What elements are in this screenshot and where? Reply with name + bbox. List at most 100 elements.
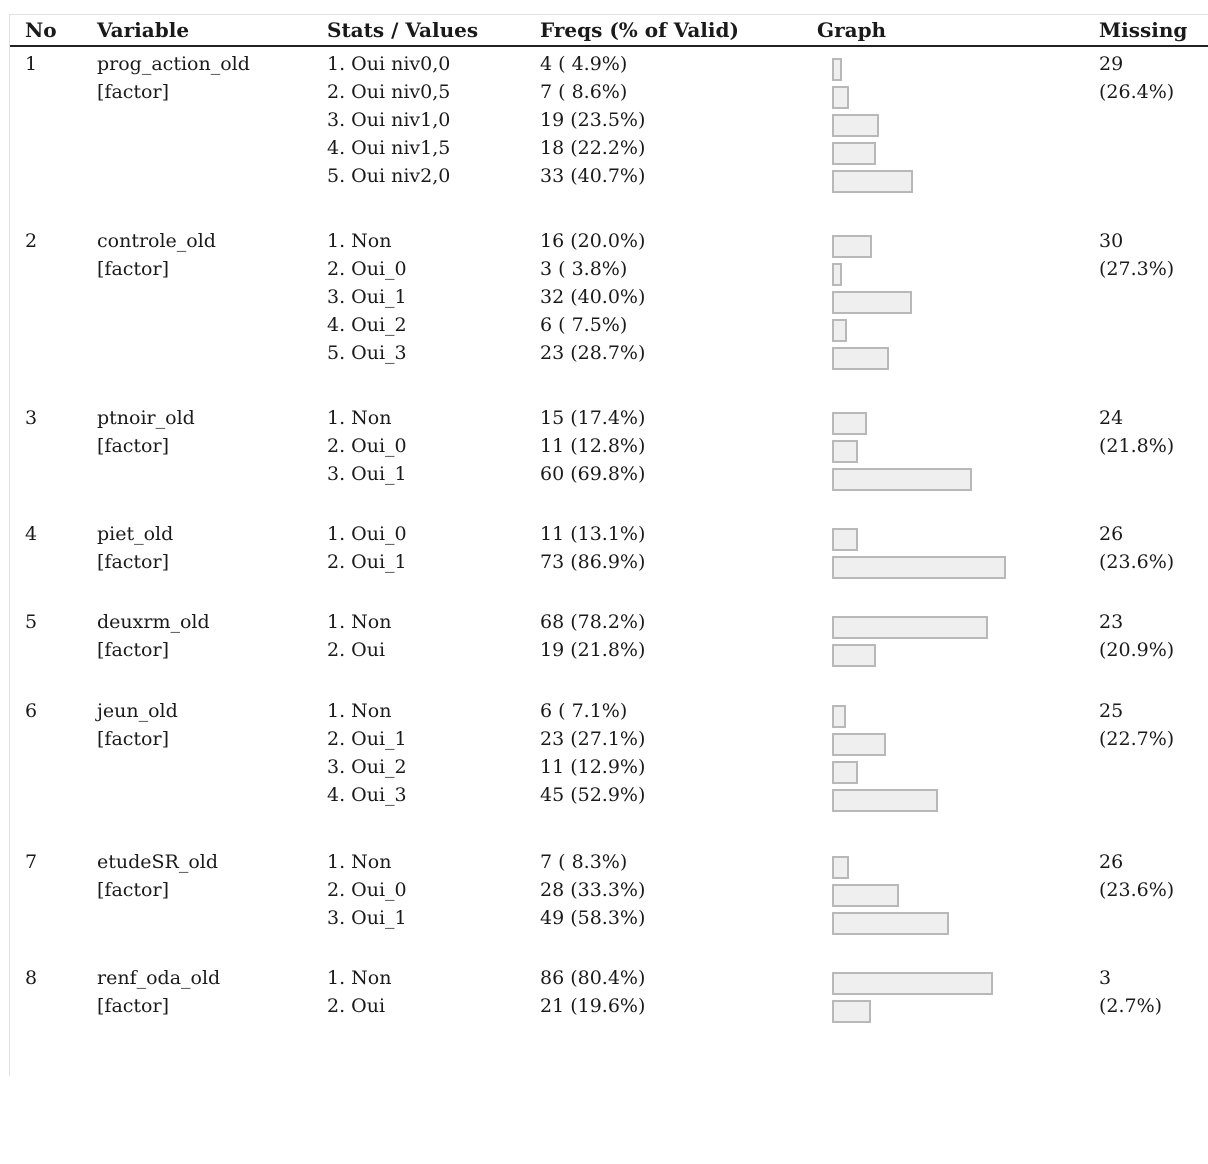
freqs-cell: 15 (17.4%) 11 (12.8%) 60 (69.8%) bbox=[540, 404, 645, 488]
variable-name: piet_old bbox=[97, 523, 174, 545]
missing-cell: 26 (23.6%) bbox=[1099, 848, 1174, 904]
freqs-cell: 4 ( 4.9%) 7 ( 8.6%) 19 (23.5%) 18 (22.2%) 33… bbox=[540, 50, 645, 190]
freq-value: 16 (20.0%) bbox=[540, 230, 646, 252]
freq-value: 15 (17.4%) bbox=[540, 407, 646, 429]
frequency-bar bbox=[832, 58, 842, 81]
frequency-bar bbox=[832, 347, 889, 370]
variable-name: deuxrm_old bbox=[97, 611, 210, 633]
frequency-bar bbox=[832, 912, 949, 935]
row-number: 2 bbox=[25, 230, 38, 252]
freqs-cell: 6 ( 7.1%) 23 (27.1%) 11 (12.9%) 45 (52.9%) bbox=[540, 697, 645, 809]
frequency-bar bbox=[832, 884, 899, 907]
frequency-bar bbox=[832, 142, 876, 165]
missing-count: 24 bbox=[1099, 407, 1124, 429]
variable-cell: ptnoir_old [factor] bbox=[97, 404, 195, 460]
freq-value: 19 (23.5%) bbox=[540, 109, 646, 131]
frequency-bar bbox=[832, 972, 993, 995]
value-label: 1. Non bbox=[327, 967, 392, 989]
frequency-bar bbox=[832, 761, 858, 784]
missing-count: 3 bbox=[1099, 967, 1112, 989]
variable-type: [factor] bbox=[97, 81, 169, 103]
variable-cell: renf_oda_old [factor] bbox=[97, 964, 220, 1020]
header-missing: Missing bbox=[1099, 18, 1188, 42]
missing-cell: 23 (20.9%) bbox=[1099, 608, 1174, 664]
variable-cell: jeun_old [factor] bbox=[97, 697, 178, 753]
frequency-bar bbox=[832, 319, 847, 342]
missing-cell: 24 (21.8%) bbox=[1099, 404, 1174, 460]
freq-value: 18 (22.2%) bbox=[540, 137, 646, 159]
missing-percent: (21.8%) bbox=[1099, 435, 1175, 457]
value-label: 2. Oui_1 bbox=[327, 728, 407, 750]
missing-percent: (22.7%) bbox=[1099, 728, 1175, 750]
value-label: 2. Oui niv0,5 bbox=[327, 81, 451, 103]
frequency-bar bbox=[832, 856, 849, 879]
missing-cell: 3 (2.7%) bbox=[1099, 964, 1162, 1020]
table-top-border bbox=[9, 14, 1208, 15]
frequency-bar-graph bbox=[832, 608, 1032, 808]
header-stats: Stats / Values bbox=[327, 18, 479, 42]
frequency-bar bbox=[832, 468, 972, 491]
freq-value: 11 (12.8%) bbox=[540, 435, 646, 457]
missing-cell: 25 (22.7%) bbox=[1099, 697, 1174, 753]
missing-percent: (27.3%) bbox=[1099, 258, 1175, 280]
stats-values-cell: 1. Non 2. Oui_0 3. Oui_1 bbox=[327, 404, 407, 488]
header-variable: Variable bbox=[97, 18, 190, 42]
row-number: 8 bbox=[25, 967, 38, 989]
frequency-bar-graph bbox=[832, 520, 1032, 720]
variable-cell: controle_old [factor] bbox=[97, 227, 216, 283]
value-label: 3. Oui_1 bbox=[327, 907, 407, 929]
header-no: No bbox=[25, 18, 57, 42]
stats-values-cell: 1. Non 2. Oui_0 3. Oui_1 4. Oui_2 5. Oui_3 bbox=[327, 227, 407, 367]
value-label: 2. Oui_1 bbox=[327, 551, 407, 573]
header-rule bbox=[10, 45, 1208, 47]
freq-value: 45 (52.9%) bbox=[540, 784, 646, 806]
frequency-bar bbox=[832, 291, 912, 314]
freq-value: 21 (19.6%) bbox=[540, 995, 646, 1017]
freqs-cell: 7 ( 8.3%) 28 (33.3%) 49 (58.3%) bbox=[540, 848, 645, 932]
frequency-bar bbox=[832, 1000, 871, 1023]
variable-name: prog_action_old bbox=[97, 53, 250, 75]
frequency-bar-graph bbox=[832, 404, 1032, 604]
variable-type: [factor] bbox=[97, 728, 169, 750]
freq-value: 6 ( 7.5%) bbox=[540, 314, 628, 336]
freqs-cell: 68 (78.2%) 19 (21.8%) bbox=[540, 608, 645, 664]
freq-value: 23 (27.1%) bbox=[540, 728, 646, 750]
variable-type: [factor] bbox=[97, 258, 169, 280]
frequency-bar bbox=[832, 170, 913, 193]
value-label: 3. Oui_2 bbox=[327, 756, 407, 778]
frequency-bar bbox=[832, 412, 867, 435]
frequency-bar bbox=[832, 528, 858, 551]
value-label: 1. Non bbox=[327, 407, 392, 429]
missing-count: 26 bbox=[1099, 851, 1124, 873]
frequency-bar bbox=[832, 644, 876, 667]
missing-count: 30 bbox=[1099, 230, 1124, 252]
missing-percent: (23.6%) bbox=[1099, 879, 1175, 901]
value-label: 1. Non bbox=[327, 851, 392, 873]
stats-values-cell: 1. Non 2. Oui_1 3. Oui_2 4. Oui_3 bbox=[327, 697, 407, 809]
frequency-bar bbox=[832, 789, 938, 812]
frequency-bar bbox=[832, 114, 879, 137]
freq-value: 6 ( 7.1%) bbox=[540, 700, 628, 722]
row-number: 7 bbox=[25, 851, 38, 873]
missing-count: 29 bbox=[1099, 53, 1124, 75]
value-label: 1. Non bbox=[327, 611, 392, 633]
stats-values-cell: 1. Oui niv0,0 2. Oui niv0,5 3. Oui niv1,0 4… bbox=[327, 50, 450, 190]
value-label: 5. Oui niv2,0 bbox=[327, 165, 451, 187]
variable-type: [factor] bbox=[97, 995, 169, 1017]
stats-values-cell: 1. Non 2. Oui bbox=[327, 964, 391, 1020]
freq-value: 7 ( 8.3%) bbox=[540, 851, 628, 873]
value-label: 5. Oui_3 bbox=[327, 342, 407, 364]
missing-count: 23 bbox=[1099, 611, 1124, 633]
value-label: 2. Oui_0 bbox=[327, 879, 407, 901]
frequency-bar-graph bbox=[832, 50, 1032, 250]
header-freqs: Freqs (% of Valid) bbox=[540, 18, 739, 42]
stats-values-cell: 1. Non 2. Oui bbox=[327, 608, 391, 664]
variable-name: renf_oda_old bbox=[97, 967, 221, 989]
value-label: 3. Oui_1 bbox=[327, 286, 407, 308]
freq-value: 49 (58.3%) bbox=[540, 907, 646, 929]
frequency-bar-graph bbox=[832, 964, 1032, 1164]
value-label: 2. Oui_0 bbox=[327, 258, 407, 280]
row-number: 3 bbox=[25, 407, 38, 429]
value-label: 1. Oui niv0,0 bbox=[327, 53, 451, 75]
freq-value: 68 (78.2%) bbox=[540, 611, 646, 633]
